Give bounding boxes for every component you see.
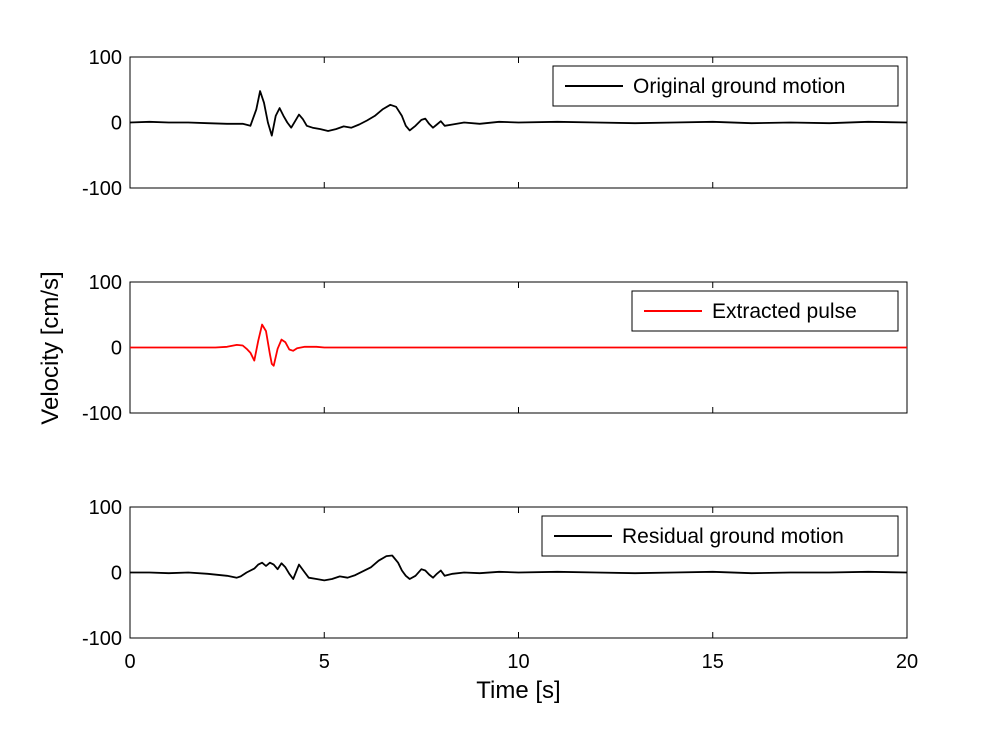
legend: Original ground motion	[552, 65, 899, 107]
x-tick-label: 0	[124, 651, 135, 673]
x-tick-label: 15	[702, 651, 724, 673]
y-tick-label: 100	[89, 47, 122, 69]
legend-label: Original ground motion	[633, 75, 845, 98]
legend-label: Residual ground motion	[622, 525, 844, 548]
y-tick-label: -100	[82, 178, 122, 200]
x-axis-label: Time [s]	[476, 677, 560, 704]
x-tick-label: 5	[319, 651, 330, 673]
x-tick-label: 10	[507, 651, 529, 673]
series-line-extracted-pulse	[130, 323, 907, 367]
y-tick-label: 0	[111, 563, 122, 585]
panel-1: 100 0 -100 Original ground motion	[82, 47, 908, 200]
legend: Residual ground motion	[541, 515, 899, 557]
legend-label: Extracted pulse	[712, 300, 857, 323]
y-tick-label: -100	[82, 403, 122, 425]
y-axis-label: Velocity [cm/s]	[37, 271, 64, 424]
y-tick-label: 0	[111, 113, 122, 135]
y-tick-label: 0	[111, 338, 122, 360]
x-tick-label: 20	[896, 651, 918, 673]
series-line-residual-ground-motion	[130, 554, 908, 582]
legend: Extracted pulse	[631, 290, 899, 332]
y-tick-label: 100	[89, 272, 122, 294]
panel-2: 100 0 -100 Extracted pulse	[82, 272, 908, 425]
y-tick-label: -100	[82, 628, 122, 650]
series-line-original-ground-motion	[129, 90, 908, 137]
y-tick-label: 100	[89, 497, 122, 519]
